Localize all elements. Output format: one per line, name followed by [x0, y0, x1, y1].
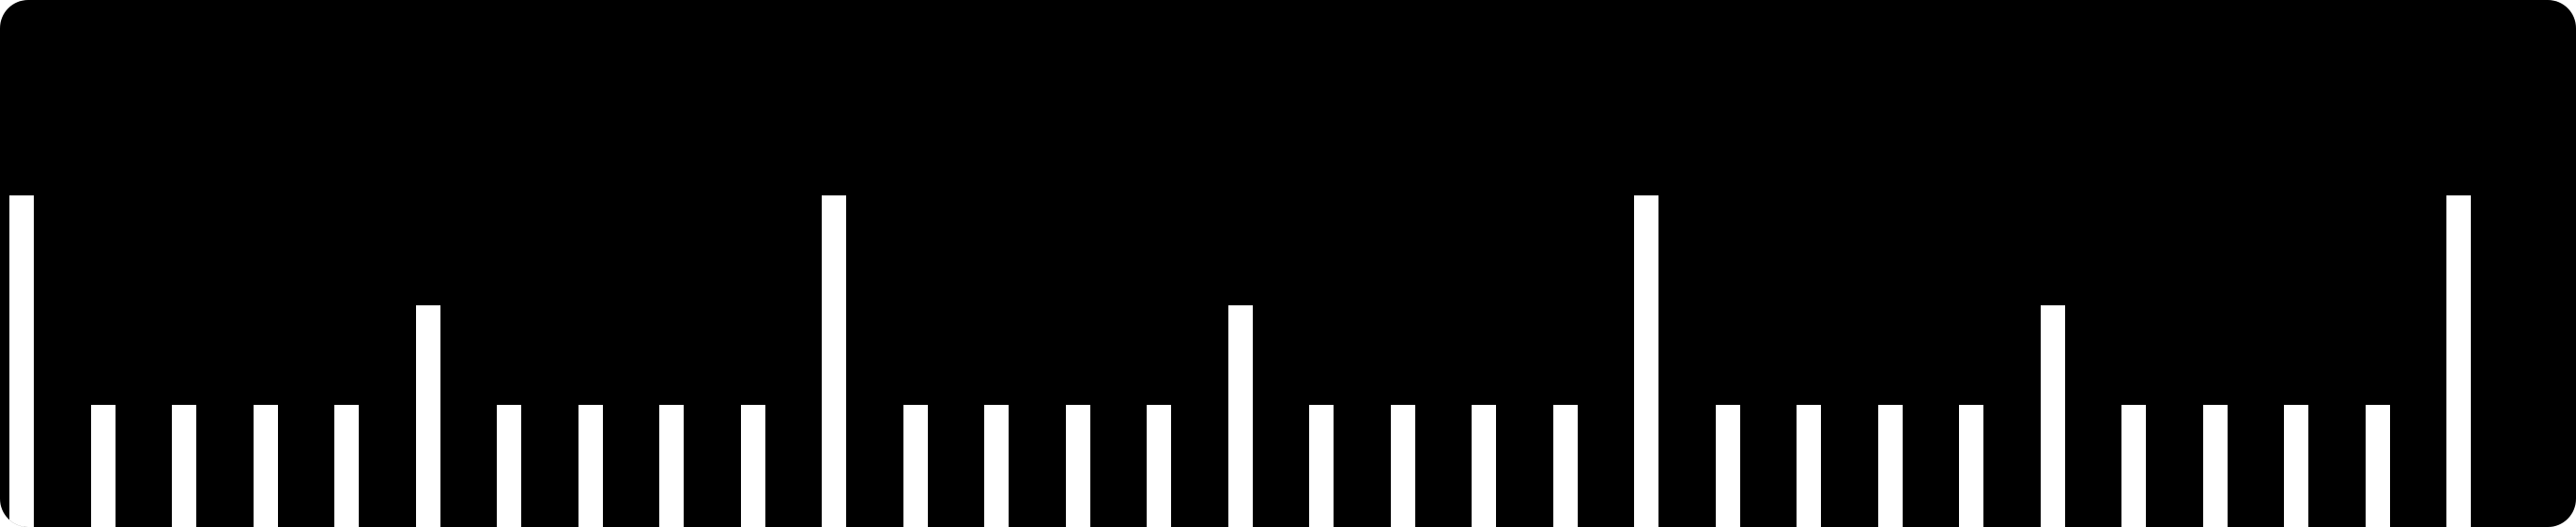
ruler-tick-minor — [1309, 405, 1334, 527]
ruler-tick-minor — [1959, 405, 1983, 527]
ruler-tick-minor — [334, 405, 359, 527]
ruler-tick-minor — [1147, 405, 1171, 527]
ruler-tick-minor — [172, 405, 196, 527]
ruler-tick-minor — [1472, 405, 1496, 527]
ruler-tick-major — [9, 195, 34, 527]
ruler-tick-minor — [1553, 405, 1578, 527]
ruler-tick-half — [416, 305, 440, 527]
ruler-tick-minor — [2203, 405, 2228, 527]
ruler-tick-half — [1228, 305, 1253, 527]
ruler-tick-minor — [1066, 405, 1090, 527]
ruler-tick-minor — [741, 405, 765, 527]
ruler-tick-minor — [659, 405, 684, 527]
ruler-tick-minor — [1716, 405, 1740, 527]
ruler-tick-minor — [1391, 405, 1415, 527]
ruler-tick-minor — [91, 405, 116, 527]
ruler-tick-minor — [497, 405, 521, 527]
ruler-tick-minor — [1878, 405, 1903, 527]
ruler-tick-major — [1634, 195, 1658, 527]
ruler-tick-minor — [2366, 405, 2390, 527]
ruler-tick-minor — [984, 405, 1009, 527]
ruler-tick-minor — [903, 405, 928, 527]
ruler-tick-minor — [254, 405, 278, 527]
ruler-tick-minor — [2284, 405, 2308, 527]
ruler-tick-minor — [1797, 405, 1821, 527]
ruler-tick-minor — [2121, 405, 2146, 527]
ruler-tick-major — [822, 195, 846, 527]
ruler-tick-major — [2446, 195, 2471, 527]
ruler-tick-minor — [578, 405, 603, 527]
ruler-tick-half — [2041, 305, 2065, 527]
